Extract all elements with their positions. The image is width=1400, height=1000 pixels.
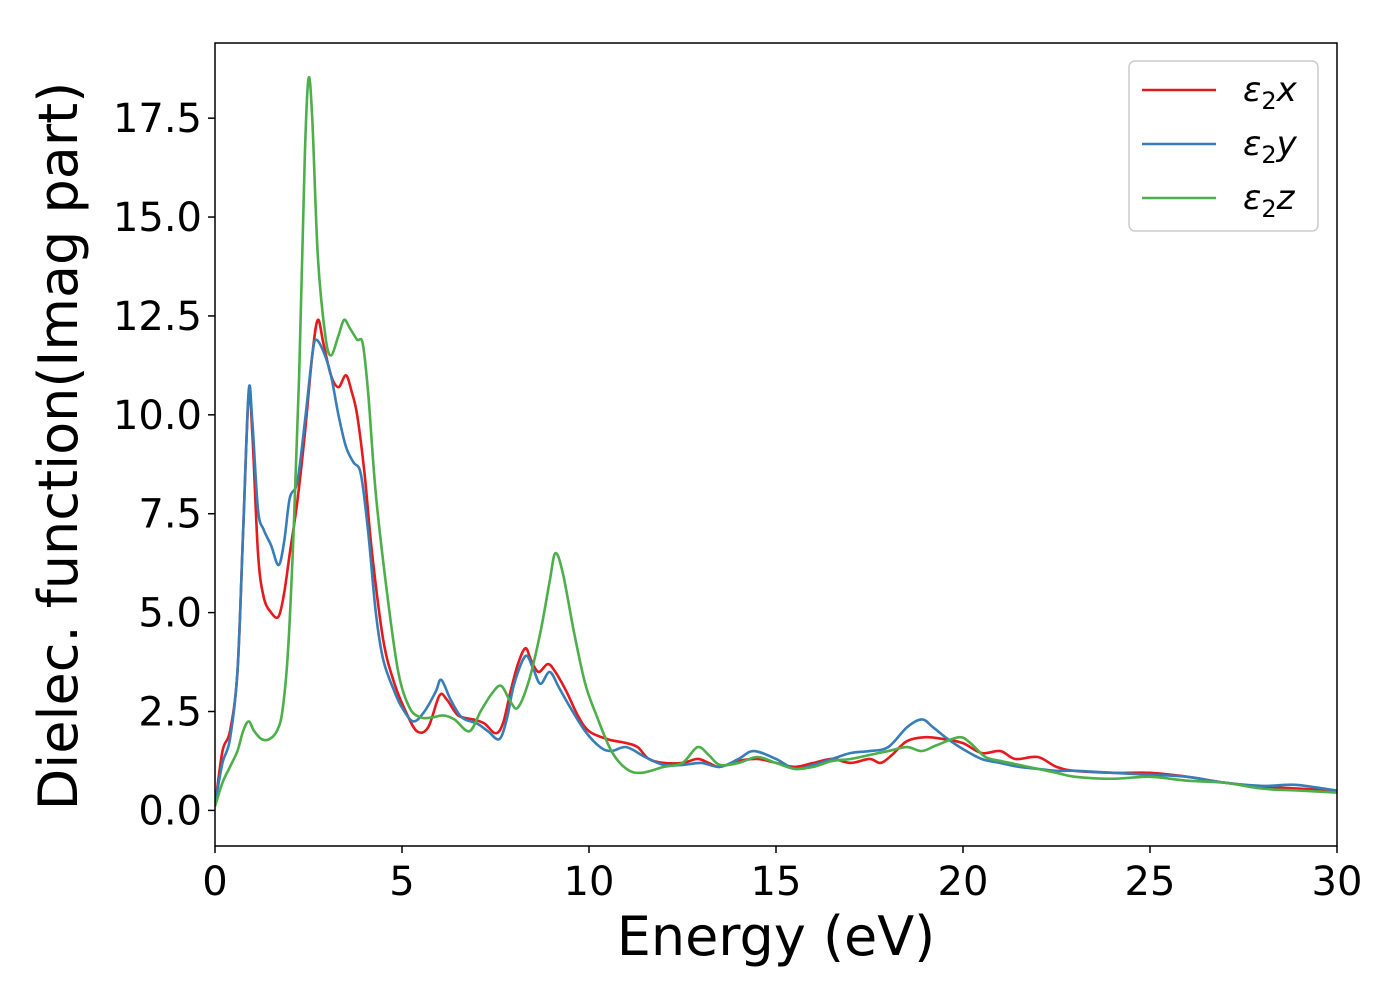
legend-label-z: ε2z bbox=[1243, 178, 1296, 223]
y-tick-label: 17.5 bbox=[113, 96, 202, 142]
legend-frame bbox=[1128, 60, 1319, 232]
y-tick-label: 7.5 bbox=[138, 492, 202, 538]
y-tick-label: 15.0 bbox=[113, 195, 202, 241]
x-tick-label: 15 bbox=[751, 859, 802, 905]
y-tick-label: 2.5 bbox=[138, 690, 202, 736]
x-tick-label: 5 bbox=[389, 859, 414, 905]
x-axis-label: Energy (eV) bbox=[617, 905, 936, 968]
x-tick-label: 20 bbox=[938, 859, 989, 905]
x-tick-label: 30 bbox=[1312, 859, 1363, 905]
y-axis: 0.0 2.5 5.0 7.5 10.0 12.5 15.0 17.5 bbox=[113, 96, 215, 834]
y-tick-label: 12.5 bbox=[113, 294, 202, 340]
y-tick-label: 0.0 bbox=[138, 788, 202, 834]
y-tick-label: 10.0 bbox=[113, 393, 202, 439]
series-line-z bbox=[215, 75, 1337, 807]
y-axis-label: Dielec. function(Imag part) bbox=[27, 82, 90, 811]
x-tick-label: 10 bbox=[564, 859, 615, 905]
x-tick-label: 0 bbox=[202, 859, 227, 905]
x-axis: 0 5 10 15 20 25 30 bbox=[202, 846, 1362, 905]
legend-label-x: ε2x bbox=[1243, 70, 1298, 115]
series-line-x bbox=[215, 318, 1337, 807]
series-layer bbox=[215, 75, 1337, 807]
y-tick-label: 5.0 bbox=[138, 591, 202, 637]
legend-label-y: ε2y bbox=[1243, 124, 1298, 169]
legend: ε2x ε2y ε2z bbox=[1128, 60, 1319, 232]
x-tick-label: 25 bbox=[1125, 859, 1176, 905]
